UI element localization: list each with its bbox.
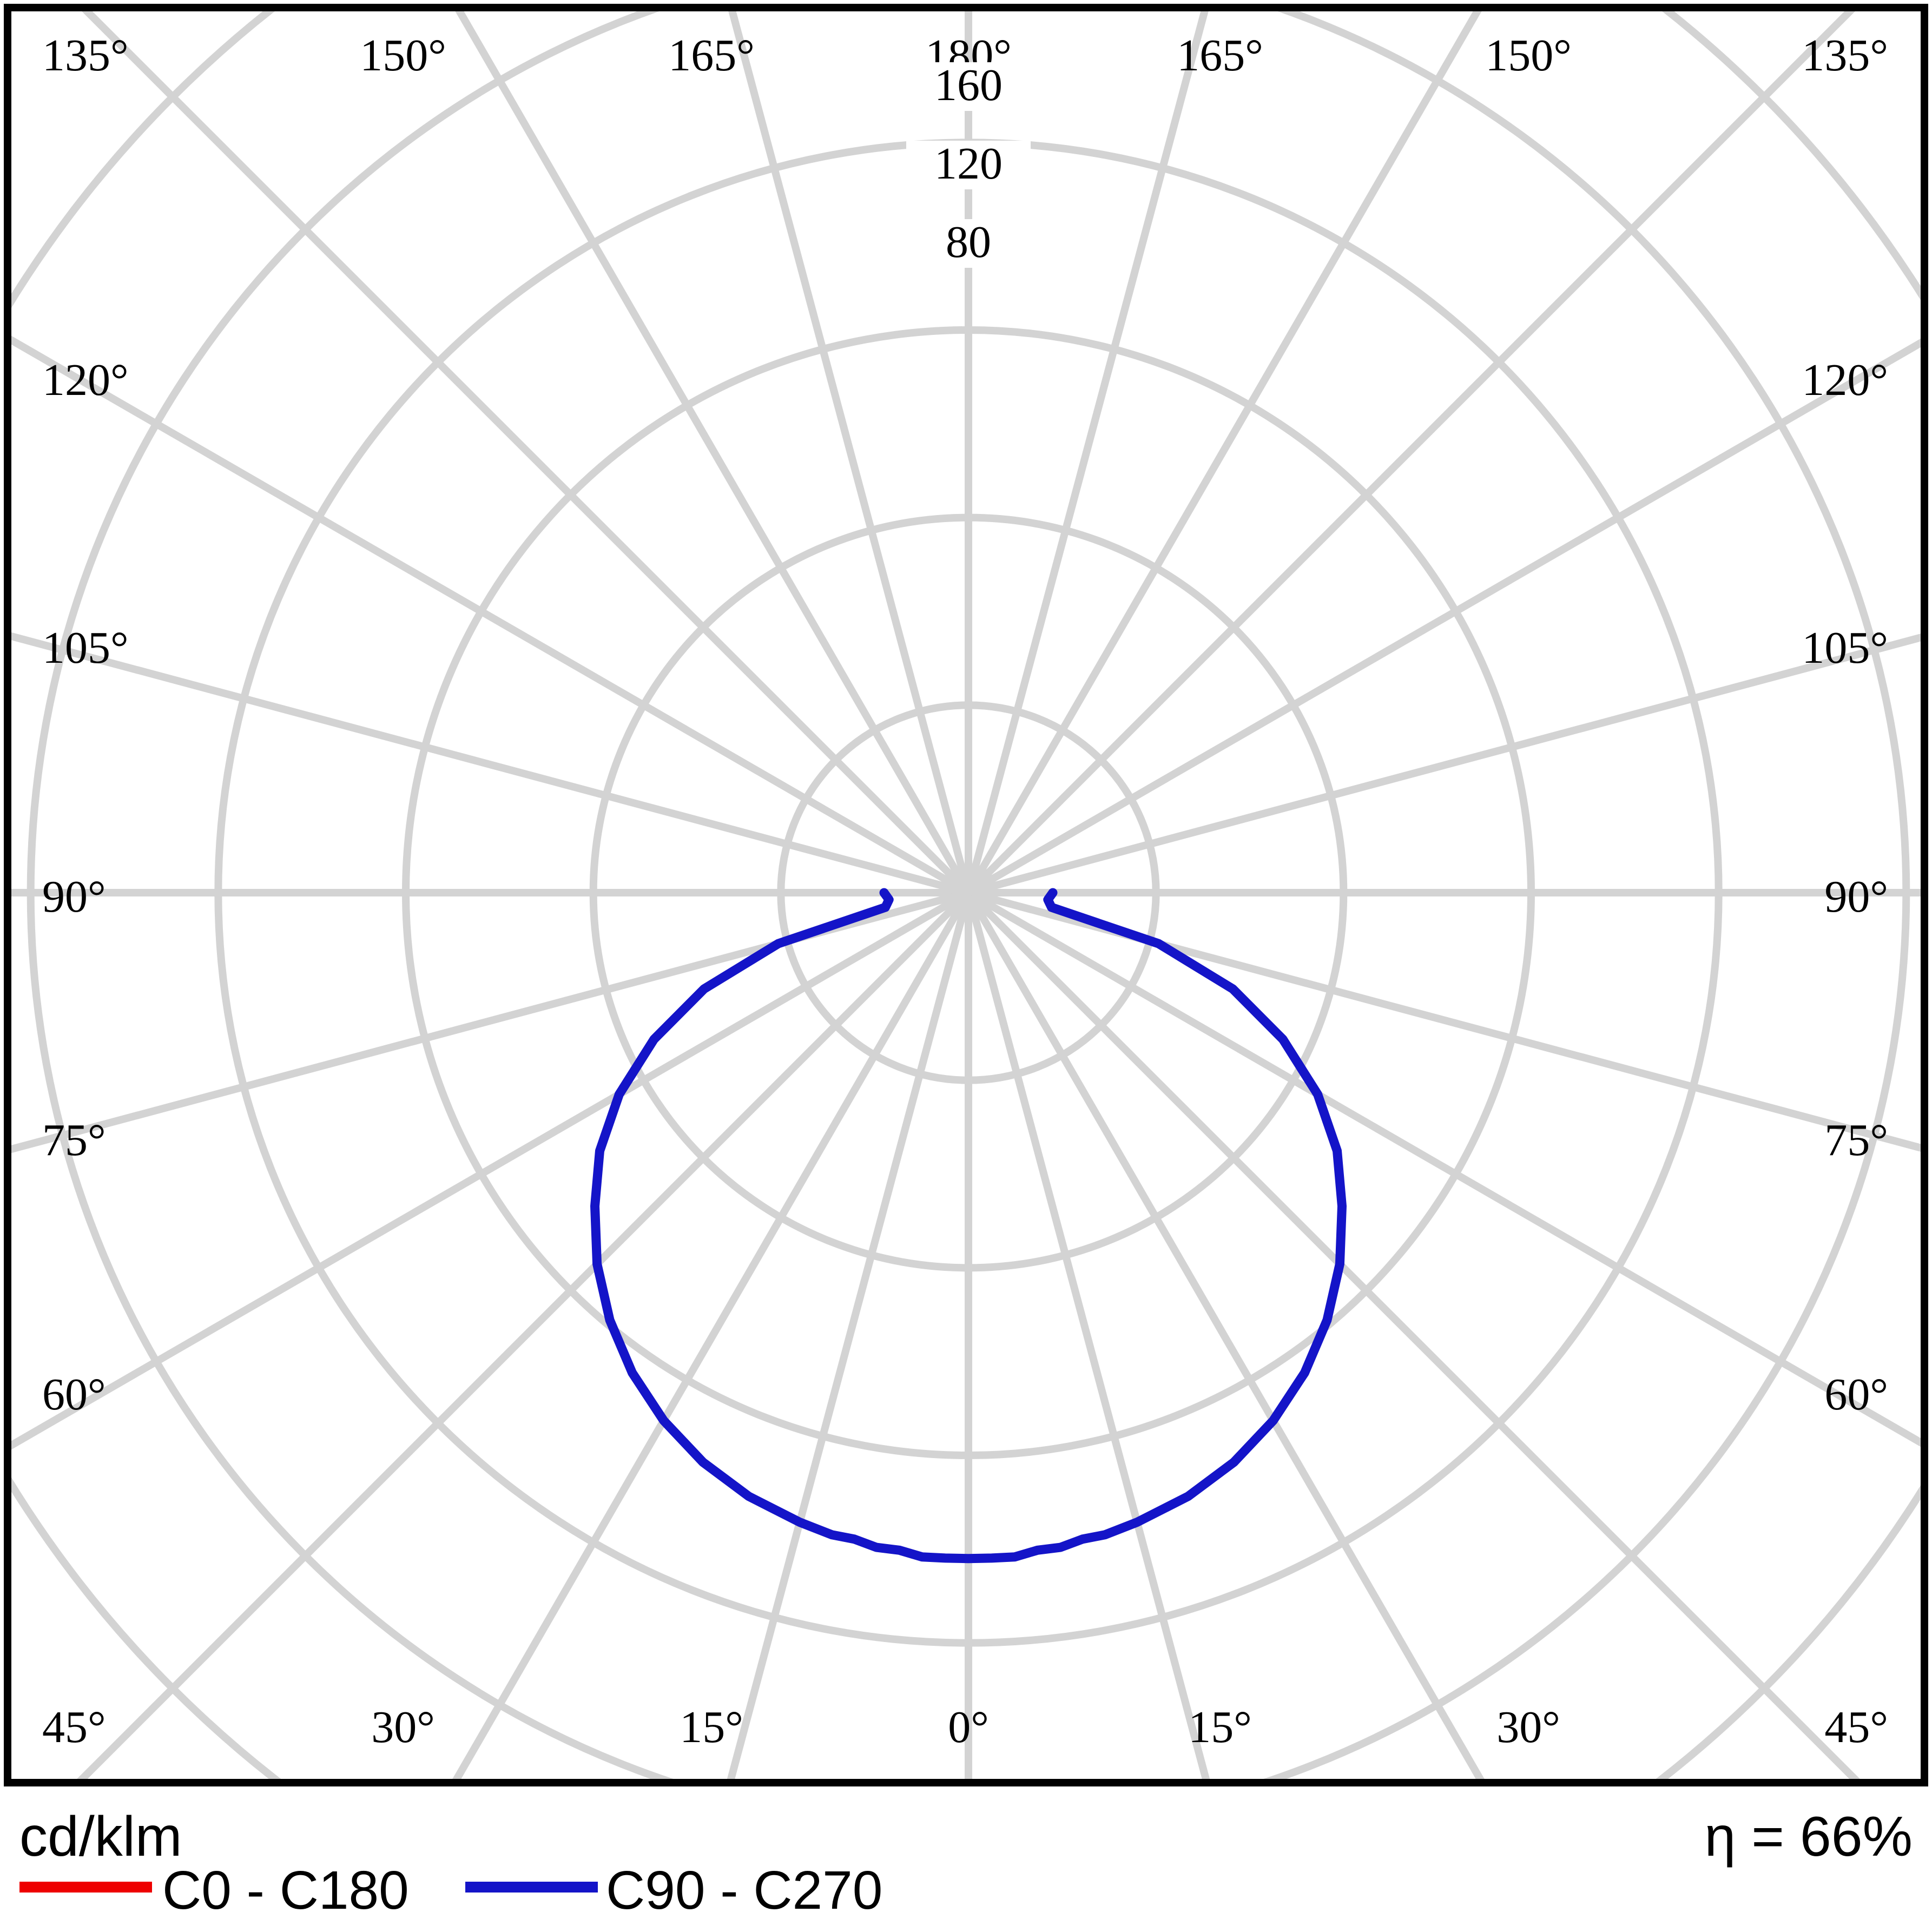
radial-tick-label-2: 80 — [946, 217, 991, 267]
angle-label-left-0: 120° — [42, 355, 129, 405]
legend-label-1: C90 - C270 — [606, 1860, 882, 1921]
angle-label-right-0: 120° — [1802, 355, 1888, 405]
frame-rect — [4, 4, 1928, 1786]
angle-label-top-1: 150° — [360, 30, 446, 81]
angle-label-left-3: 75° — [42, 1115, 106, 1165]
legend: cd/klm η = 66% C0 - C180 C90 - C270 — [19, 1805, 1913, 1921]
unit-label: cd/klm — [19, 1805, 182, 1868]
angle-label-left-1: 105° — [42, 623, 129, 673]
distribution-curves — [590, 888, 1347, 1564]
angle-label-left-2: 90° — [42, 872, 106, 922]
angle-label-bottom-2: 15° — [680, 1702, 743, 1752]
angle-label-top-2: 165° — [668, 30, 755, 81]
radial-label-bg-2 — [906, 219, 1031, 268]
angle-label-bottom-6: 45° — [1824, 1702, 1888, 1752]
angle-label-bottom-1: 30° — [371, 1702, 435, 1752]
angle-label-right-3: 75° — [1824, 1115, 1888, 1165]
angle-label-bottom-3: 0° — [948, 1702, 989, 1752]
radial-label-bg-0 — [906, 62, 1031, 111]
legend-label-0: C0 - C180 — [162, 1860, 409, 1921]
radial-tick-label-1: 120 — [934, 139, 1003, 189]
angle-label-top-5: 150° — [1485, 30, 1572, 81]
radial-label-bg-1 — [906, 141, 1031, 189]
angle-label-left-4: 60° — [42, 1369, 106, 1420]
radial-tick-label-0: 160 — [934, 60, 1003, 110]
chart-frame — [4, 4, 1928, 1786]
efficiency-label: η = 66% — [1704, 1805, 1913, 1868]
axis-labels: 135° 150° 165° 180° 165° 150° 135°120°105°90°7… — [42, 30, 1888, 1752]
angle-label-bottom-5: 30° — [1496, 1702, 1560, 1752]
angle-label-top-4: 165° — [1177, 30, 1263, 81]
angle-label-top-0: 135° — [42, 30, 129, 81]
angle-label-bottom-4: 15° — [1188, 1702, 1252, 1752]
angle-label-right-1: 105° — [1802, 623, 1888, 673]
angle-label-bottom-0: 45° — [42, 1702, 106, 1752]
angle-label-right-4: 60° — [1824, 1369, 1888, 1420]
angle-label-top-6: 135° — [1802, 30, 1888, 81]
angle-label-right-2: 90° — [1824, 872, 1888, 922]
